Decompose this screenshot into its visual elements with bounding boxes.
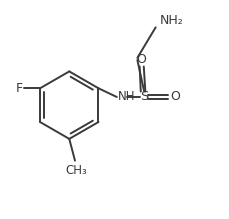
Text: O: O [170, 90, 180, 104]
Text: NH: NH [117, 90, 135, 104]
Text: NH₂: NH₂ [160, 14, 183, 27]
Text: CH₃: CH₃ [65, 164, 87, 177]
Text: S: S [139, 90, 148, 104]
Text: O: O [136, 53, 146, 67]
Text: F: F [16, 82, 23, 95]
